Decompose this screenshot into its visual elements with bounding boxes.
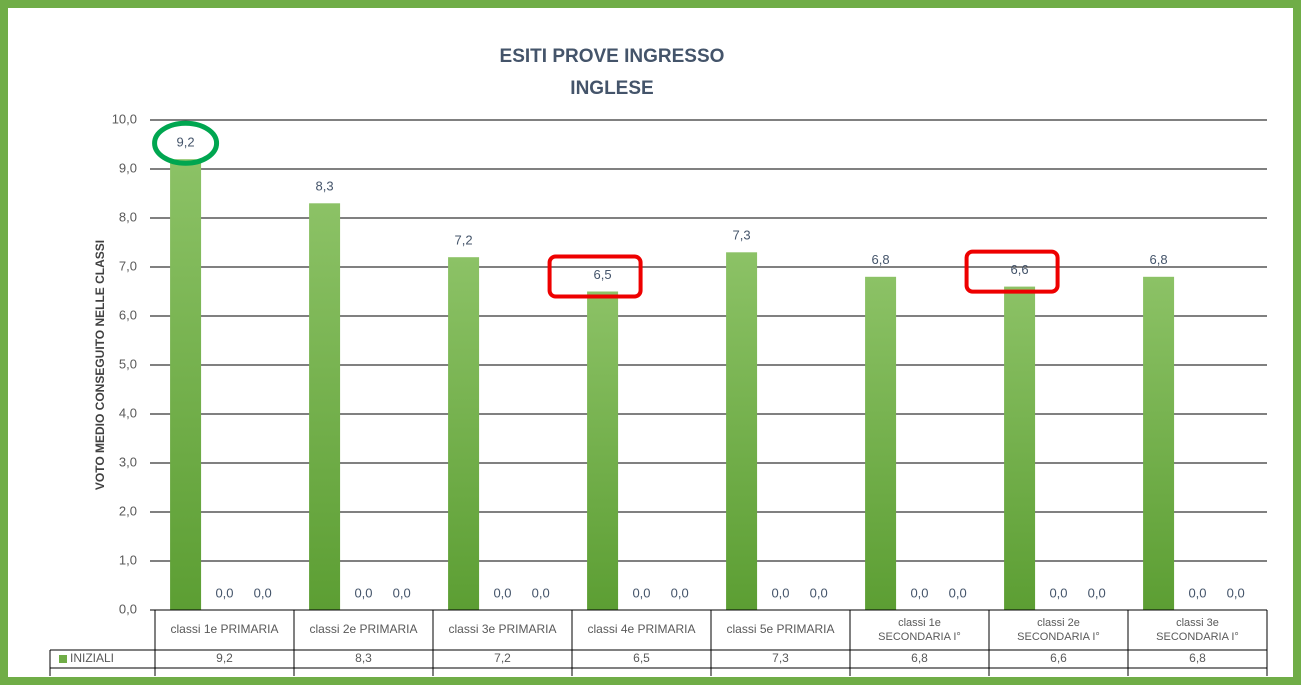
y-tick-label: 3,0 (119, 454, 137, 469)
table-value: 6,6 (1050, 651, 1067, 665)
table-value: 9,2 (216, 651, 233, 665)
value-label: 7,2 (455, 233, 473, 248)
chart-title: INGLESE (570, 78, 653, 99)
bar (448, 257, 480, 610)
value-label: 0,0 (632, 585, 650, 600)
x-tick-label: SECONDARIA I° (878, 631, 961, 643)
bar (170, 159, 202, 610)
value-label: 9,2 (177, 135, 195, 150)
table-value: 6,8 (1189, 651, 1206, 665)
value-label: 6,5 (594, 267, 612, 282)
y-tick-label: 2,0 (119, 503, 137, 518)
y-tick-label: 9,0 (119, 160, 137, 175)
x-tick-label: classi 3e PRIMARIA (448, 622, 556, 636)
value-label: 0,0 (671, 585, 689, 600)
x-tick-label: classi 3e (1176, 617, 1219, 629)
table-value: 8,3 (355, 651, 372, 665)
x-tick-label: classi 2e (1037, 617, 1080, 629)
value-label: 0,0 (532, 585, 550, 600)
value-label: 0,0 (254, 585, 272, 600)
legend-label: INIZIALI (70, 651, 114, 665)
value-label: 0,0 (393, 585, 411, 600)
table-value: 7,2 (494, 651, 511, 665)
table-value: 7,3 (772, 651, 789, 665)
x-tick-label: classi 4e PRIMARIA (587, 622, 695, 636)
value-label: 0,0 (354, 585, 372, 600)
value-label: 0,0 (215, 585, 233, 600)
highlight-box (964, 249, 1060, 294)
y-tick-label: 7,0 (119, 258, 137, 273)
legend-swatch (59, 655, 67, 663)
y-tick-label: 5,0 (119, 356, 137, 371)
y-tick-label: 4,0 (119, 405, 137, 420)
highlight-box (547, 254, 643, 299)
y-tick-label: 6,0 (119, 307, 137, 322)
value-label: 0,0 (1088, 585, 1106, 600)
value-label: 0,0 (1049, 585, 1067, 600)
bar (1004, 286, 1036, 610)
value-label: 0,0 (1188, 585, 1206, 600)
x-tick-label: classi 5e PRIMARIA (726, 622, 834, 636)
bar (309, 203, 341, 611)
value-label: 0,0 (910, 585, 928, 600)
value-label: 0,0 (1227, 585, 1245, 600)
y-tick-label: 1,0 (119, 552, 137, 567)
x-tick-label: classi 1e (898, 617, 941, 629)
value-label: 0,0 (949, 585, 967, 600)
x-tick-label: classi 1e PRIMARIA (170, 622, 278, 636)
chart-title: ESITI PROVE INGRESSO (500, 46, 725, 67)
value-label: 0,0 (810, 585, 828, 600)
table-value: 6,5 (633, 651, 650, 665)
y-axis-label: VOTO MEDIO CONSEGUITO NELLE CLASSI (93, 240, 107, 490)
value-label: 6,8 (872, 252, 890, 267)
value-label: 8,3 (316, 179, 334, 194)
y-tick-label: 8,0 (119, 209, 137, 224)
y-tick-label: 10,0 (112, 111, 137, 126)
bar (726, 252, 758, 611)
bar (587, 291, 619, 610)
bar (1143, 276, 1175, 610)
x-tick-label: SECONDARIA I° (1017, 631, 1100, 643)
value-label: 6,8 (1150, 252, 1168, 267)
value-label: 7,3 (733, 228, 751, 243)
x-tick-label: classi 2e PRIMARIA (309, 622, 417, 636)
value-label: 0,0 (493, 585, 511, 600)
x-tick-label: SECONDARIA I° (1156, 631, 1239, 643)
bar (865, 276, 897, 610)
table-value: 6,8 (911, 651, 928, 665)
y-tick-label: 0,0 (119, 601, 137, 616)
value-label: 6,6 (1011, 262, 1029, 277)
highlight-circle (152, 120, 220, 166)
value-label: 0,0 (771, 585, 789, 600)
